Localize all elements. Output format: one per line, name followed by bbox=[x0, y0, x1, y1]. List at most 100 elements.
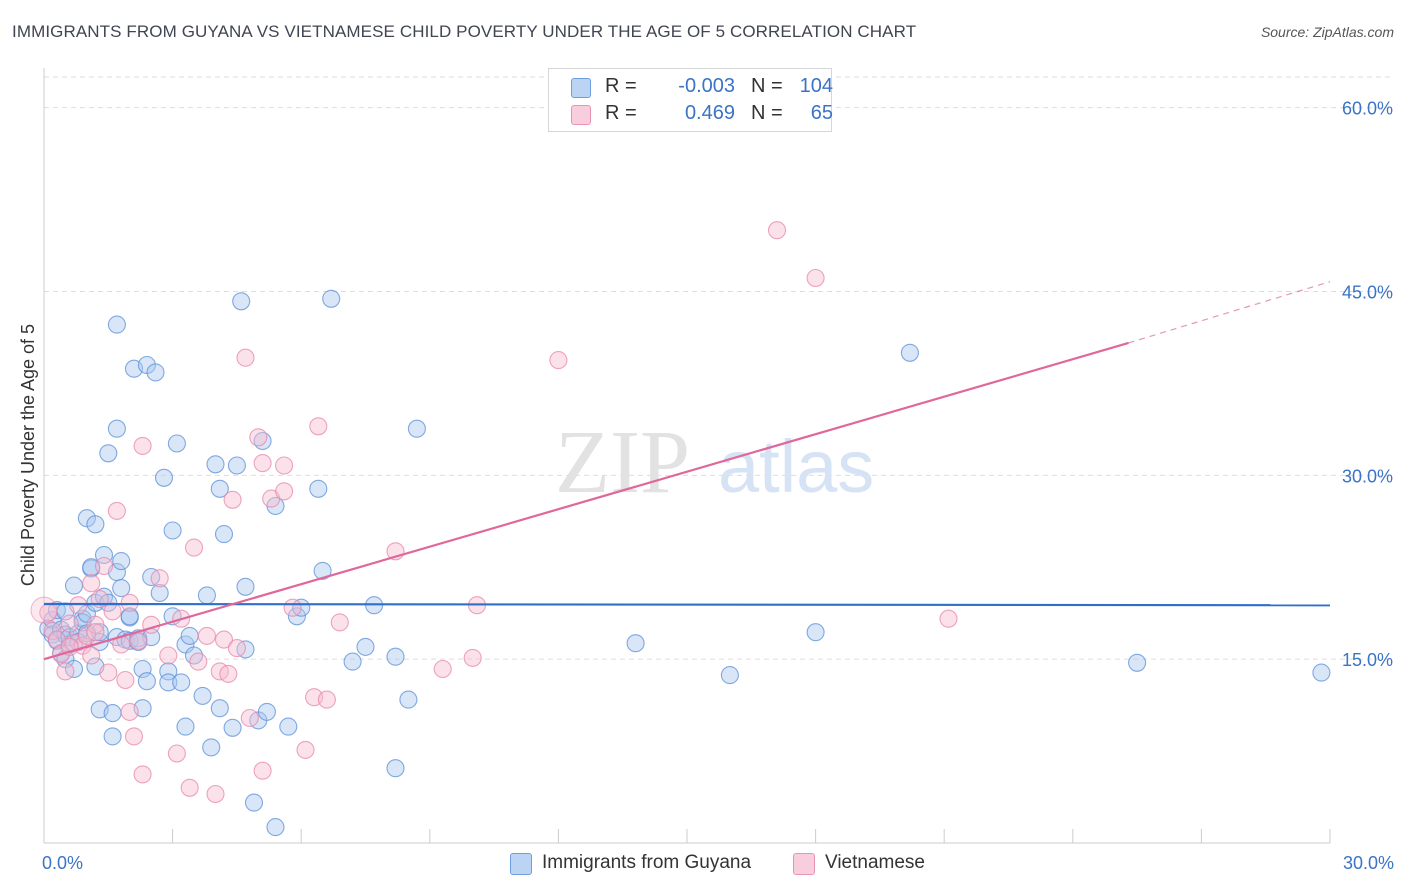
vietnamese-point bbox=[236, 348, 255, 367]
guyana-point bbox=[197, 586, 216, 605]
guyana-point bbox=[309, 479, 328, 498]
y-tick-label: 30.0% bbox=[1342, 466, 1393, 486]
y-tick-label: 15.0% bbox=[1342, 650, 1393, 670]
legend-swatch-pink bbox=[571, 105, 591, 125]
watermark-atlas: atlas bbox=[718, 425, 874, 508]
vietnamese-point bbox=[214, 630, 234, 649]
tick-labels: 15.0% 30.0% 45.0% 60.0% 0.0% 30.0% bbox=[42, 99, 1394, 873]
legend-n-label: N = bbox=[751, 75, 783, 97]
guyana-point bbox=[343, 652, 362, 671]
guyana-point bbox=[163, 521, 182, 540]
axes bbox=[43, 68, 1331, 844]
correlation-legend: R = -0.003 N = 104 R = 0.469 N = 65 bbox=[548, 68, 833, 132]
vietnamese-point bbox=[60, 614, 79, 633]
vietnamese-point bbox=[82, 646, 101, 665]
series-vietnamese-points bbox=[30, 221, 958, 804]
vietnamese-point bbox=[767, 221, 787, 240]
vietnamese-point bbox=[275, 456, 294, 475]
legend-n-value: 104 bbox=[799, 75, 833, 97]
guyana-point bbox=[99, 593, 118, 612]
vietnamese-point bbox=[94, 556, 114, 576]
x-tick-label: 0.0% bbox=[42, 853, 83, 873]
vietnamese-point bbox=[120, 593, 139, 612]
vietnamese-point bbox=[240, 708, 259, 728]
legend-n-value: 65 bbox=[810, 102, 833, 124]
series-guyana-points bbox=[39, 289, 1331, 837]
guyana-point bbox=[806, 623, 825, 642]
vietnamese-point bbox=[806, 268, 825, 288]
guyana-point bbox=[287, 607, 306, 626]
guyana-point bbox=[167, 434, 186, 453]
legend-r-value: 0.469 bbox=[684, 102, 735, 124]
guyana-point bbox=[322, 289, 341, 308]
vietnamese-point bbox=[99, 663, 118, 682]
vietnamese-point bbox=[133, 436, 152, 455]
guyana-point bbox=[180, 626, 199, 645]
vietnamese-point bbox=[116, 670, 135, 690]
guyana-point bbox=[1312, 663, 1331, 682]
guyana-point bbox=[150, 583, 169, 603]
vietnamese-point bbox=[69, 596, 88, 615]
trend-line-vietnamese-extension bbox=[1128, 281, 1331, 344]
bottom-legend-label: Immigrants from Guyana bbox=[542, 852, 752, 873]
watermark: ZIP atlas bbox=[555, 413, 874, 512]
vietnamese-point bbox=[103, 602, 122, 621]
legend-r-label: R = bbox=[605, 75, 637, 97]
vietnamese-point bbox=[86, 623, 105, 642]
vietnamese-point bbox=[939, 609, 958, 628]
watermark-zip: ZIP bbox=[555, 413, 690, 512]
vietnamese-point bbox=[82, 574, 101, 593]
guyana-point bbox=[107, 419, 126, 438]
bottom-legend-swatch-pink bbox=[793, 853, 815, 875]
guyana-point bbox=[206, 455, 225, 474]
guyana-point bbox=[232, 292, 251, 311]
vietnamese-point bbox=[184, 538, 204, 557]
vietnamese-point bbox=[549, 351, 568, 370]
source-credit: Source: ZipAtlas.com bbox=[1260, 24, 1394, 40]
legend-n-label: N = bbox=[751, 102, 783, 124]
legend-swatch-blue bbox=[571, 78, 591, 98]
vietnamese-point bbox=[219, 664, 238, 683]
guyana-point bbox=[107, 315, 126, 334]
bottom-legend-label: Vietnamese bbox=[825, 852, 925, 873]
vietnamese-point bbox=[433, 659, 452, 679]
guyana-point bbox=[176, 717, 195, 736]
trend-lines bbox=[43, 281, 1331, 661]
vietnamese-point bbox=[56, 662, 75, 681]
vietnamese-point bbox=[206, 784, 225, 804]
guyana-point bbox=[103, 704, 122, 723]
trend-line-vietnamese bbox=[43, 341, 1129, 661]
vietnamese-point bbox=[317, 690, 336, 709]
guyana-point bbox=[1128, 653, 1147, 672]
guyana-point bbox=[266, 818, 285, 837]
guyana-point bbox=[210, 479, 229, 498]
guyana-point bbox=[223, 718, 242, 737]
guyana-point bbox=[172, 673, 191, 692]
vietnamese-point bbox=[253, 454, 272, 473]
guyana-point bbox=[279, 717, 298, 736]
guyana-point bbox=[626, 634, 645, 653]
guyana-point bbox=[154, 468, 174, 487]
guyana-point bbox=[193, 686, 212, 705]
vietnamese-point bbox=[189, 652, 208, 671]
vietnamese-point bbox=[86, 615, 105, 634]
guyana-point bbox=[120, 607, 139, 626]
guyana-point bbox=[399, 690, 418, 709]
vietnamese-point bbox=[309, 417, 328, 436]
guyana-point bbox=[146, 363, 165, 382]
guyana-point bbox=[210, 699, 229, 718]
vietnamese-point bbox=[253, 761, 272, 780]
vietnamese-point bbox=[330, 613, 349, 632]
bottom-legend-swatch-blue bbox=[510, 853, 532, 875]
vietnamese-point bbox=[129, 631, 148, 650]
vietnamese-point bbox=[227, 639, 246, 658]
y-axis-label: Child Poverty Under the Age of 5 bbox=[18, 324, 38, 586]
vietnamese-point bbox=[180, 778, 199, 797]
vietnamese-point bbox=[30, 596, 58, 624]
vietnamese-point bbox=[296, 740, 315, 759]
guyana-point bbox=[407, 419, 426, 438]
vietnamese-point bbox=[120, 702, 139, 721]
guyana-point bbox=[159, 673, 178, 692]
guyana-point bbox=[103, 727, 122, 746]
